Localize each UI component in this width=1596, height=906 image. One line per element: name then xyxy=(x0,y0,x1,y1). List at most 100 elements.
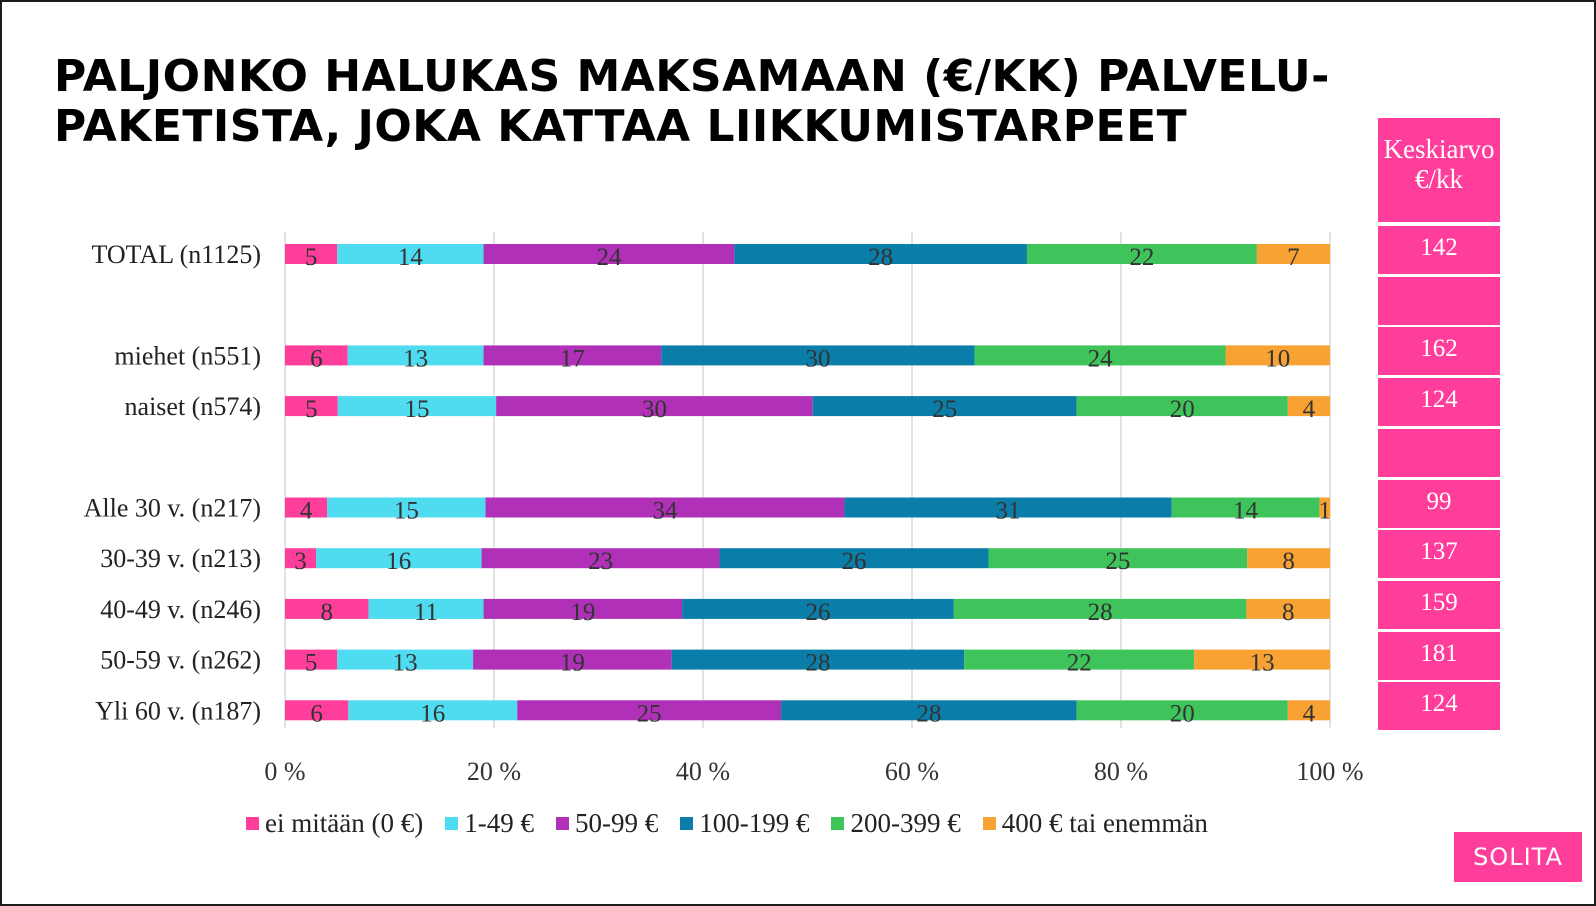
bar-segment xyxy=(347,345,484,366)
average-header-line-1: Keskiarvo xyxy=(1383,134,1495,164)
data-label: 3 xyxy=(294,548,307,575)
bar-segment xyxy=(327,497,486,518)
average-value: 124 xyxy=(1378,682,1500,731)
data-label: 25 xyxy=(1105,548,1130,575)
data-label: 8 xyxy=(1282,599,1295,626)
data-label: 8 xyxy=(1282,548,1295,575)
bar-segment xyxy=(348,700,518,721)
average-value xyxy=(1378,428,1500,477)
data-label: 20 xyxy=(1170,396,1195,423)
bar-segment xyxy=(481,548,720,569)
data-label: 11 xyxy=(414,599,438,626)
legend-item: 50-99 € xyxy=(555,807,659,839)
bar-segment xyxy=(1246,598,1330,619)
bar-segment xyxy=(1287,396,1330,417)
bar-segment xyxy=(812,396,1077,417)
data-label: 1 xyxy=(1318,498,1331,525)
bar-segment xyxy=(953,598,1247,619)
data-label: 14 xyxy=(398,244,424,271)
data-label: 19 xyxy=(560,650,585,677)
bar-segment xyxy=(1256,244,1330,264)
data-label: 14 xyxy=(1233,498,1259,525)
bar-segment xyxy=(781,700,1077,721)
legend-label: 1-49 € xyxy=(464,807,534,838)
bar-segment xyxy=(682,598,954,619)
bar-segment xyxy=(734,244,1027,264)
data-label: 15 xyxy=(394,498,419,525)
data-label: 24 xyxy=(596,244,622,271)
data-label: 4 xyxy=(1303,396,1316,423)
bar-segment xyxy=(1319,497,1330,518)
title-line-2: PAKETISTA, JOKA KATTAA LIIKKUMISTARPEET xyxy=(54,101,1188,152)
data-label: 31 xyxy=(996,498,1021,525)
legend-label: 50-99 € xyxy=(574,807,659,838)
category-label: Yli 60 v. (n187) xyxy=(95,696,261,725)
data-label: 30 xyxy=(642,396,667,423)
data-label: 13 xyxy=(1250,650,1275,677)
average-value: 137 xyxy=(1378,530,1500,579)
data-label: 34 xyxy=(653,498,679,525)
bar-segment xyxy=(285,700,349,721)
legend-label: 200-399 € xyxy=(850,807,961,838)
data-label: 5 xyxy=(305,396,318,423)
bar-segment xyxy=(483,345,662,366)
data-label: 28 xyxy=(868,244,893,271)
legend-swatch xyxy=(555,816,569,830)
average-value: 124 xyxy=(1378,378,1500,427)
data-label: 23 xyxy=(588,548,613,575)
legend-swatch xyxy=(680,816,694,830)
data-label: 24 xyxy=(1088,345,1114,372)
data-label: 26 xyxy=(805,599,830,626)
data-label: 5 xyxy=(305,650,318,677)
data-label: 22 xyxy=(1129,244,1154,271)
bar-segment xyxy=(1171,497,1320,518)
bar-segment xyxy=(988,548,1248,569)
legend-swatch xyxy=(445,816,459,830)
chart-legend: ei mitään (0 €) 1-49 € 50-99 € 100-199 € 200… xyxy=(246,806,1230,840)
data-label: 28 xyxy=(916,700,941,727)
data-label: 28 xyxy=(1088,599,1113,626)
data-label: 19 xyxy=(570,599,595,626)
data-label: 5 xyxy=(305,244,318,271)
category-label: TOTAL (n1125) xyxy=(91,240,261,269)
bar-segment xyxy=(1076,700,1288,721)
legend-swatch xyxy=(246,816,259,830)
data-label: 17 xyxy=(560,345,585,372)
data-label: 6 xyxy=(310,700,323,727)
data-label: 10 xyxy=(1265,345,1290,372)
data-label: 8 xyxy=(321,599,334,626)
legend-item: ei mitään (0 €) xyxy=(246,808,423,839)
average-value: 159 xyxy=(1378,580,1500,629)
average-value: 162 xyxy=(1378,327,1500,376)
bar-segment xyxy=(1225,345,1330,366)
bar-segment xyxy=(1026,244,1257,264)
bar-segment xyxy=(285,548,317,569)
bar-segment xyxy=(844,497,1172,518)
data-label: 26 xyxy=(842,548,867,575)
average-value xyxy=(1378,276,1500,325)
legend-swatch xyxy=(982,816,996,830)
bar-segment xyxy=(719,548,989,569)
bar-segment xyxy=(285,396,338,417)
bar-segment xyxy=(337,396,497,417)
bar-segment xyxy=(1287,700,1330,721)
bar-segment xyxy=(1076,396,1288,417)
bar-segment xyxy=(671,649,965,670)
solita-logo: SOLITA xyxy=(1454,832,1582,882)
bar-segment xyxy=(473,649,672,670)
average-header-line-2: €/kk xyxy=(1414,164,1463,194)
category-label: 40-49 v. (n246) xyxy=(100,595,261,624)
data-label: 7 xyxy=(1287,244,1300,271)
bar-segment xyxy=(1194,649,1330,670)
x-tick-label: 100 % xyxy=(1296,757,1363,786)
bar-segment xyxy=(483,598,683,619)
bar-segment xyxy=(368,598,484,619)
legend-label: 100-199 € xyxy=(699,807,810,838)
bar-segment xyxy=(964,649,1195,670)
data-label: 4 xyxy=(1303,700,1316,727)
bar-segment xyxy=(974,345,1226,366)
bar-segment xyxy=(337,244,484,264)
data-label: 15 xyxy=(404,396,429,423)
bar-segment xyxy=(517,700,782,721)
